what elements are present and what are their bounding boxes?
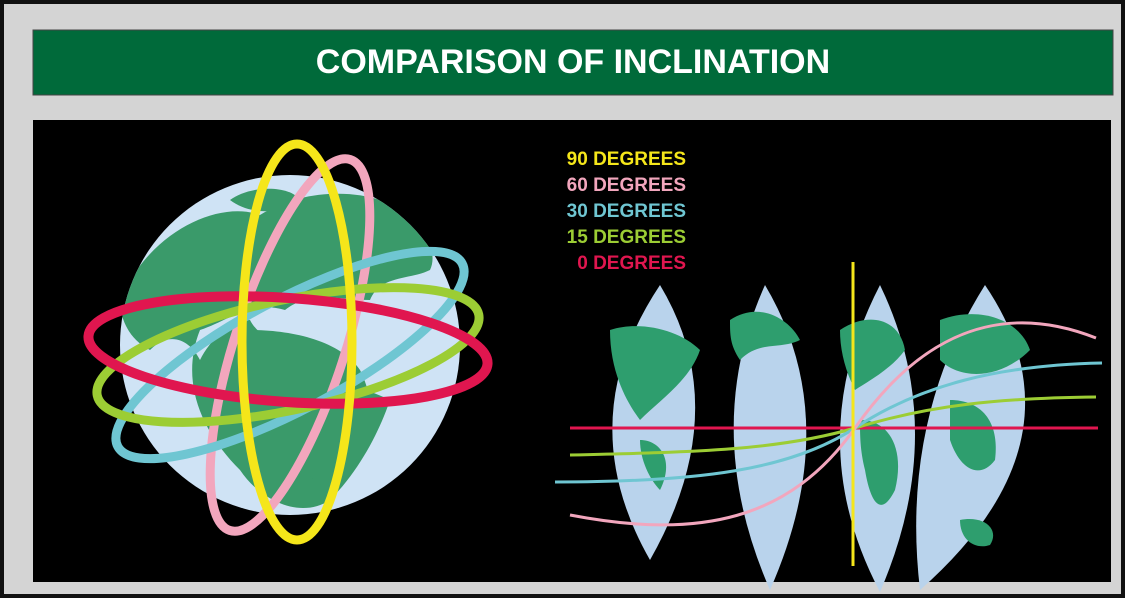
- legend-label: 60 DEGREES: [567, 175, 686, 196]
- legend-label: 15 DEGREES: [567, 227, 686, 248]
- title: COMPARISON OF INCLINATION: [316, 43, 830, 81]
- globe: [83, 139, 493, 545]
- legend-label: 30 DEGREES: [567, 201, 686, 222]
- legend-label: 90 DEGREES: [567, 149, 686, 170]
- map-land: [610, 311, 1030, 547]
- ring-0: [83, 291, 493, 409]
- legend-label: 0 DEGREES: [577, 253, 686, 274]
- legend: 90 DEGREES 60 DEGREES 30 DEGREES 15 DEGREES…: [567, 149, 686, 274]
- line-60: [569, 321, 1097, 527]
- ring-90: [237, 139, 357, 545]
- header-bar: [32, 29, 1114, 96]
- map: [554, 262, 1103, 592]
